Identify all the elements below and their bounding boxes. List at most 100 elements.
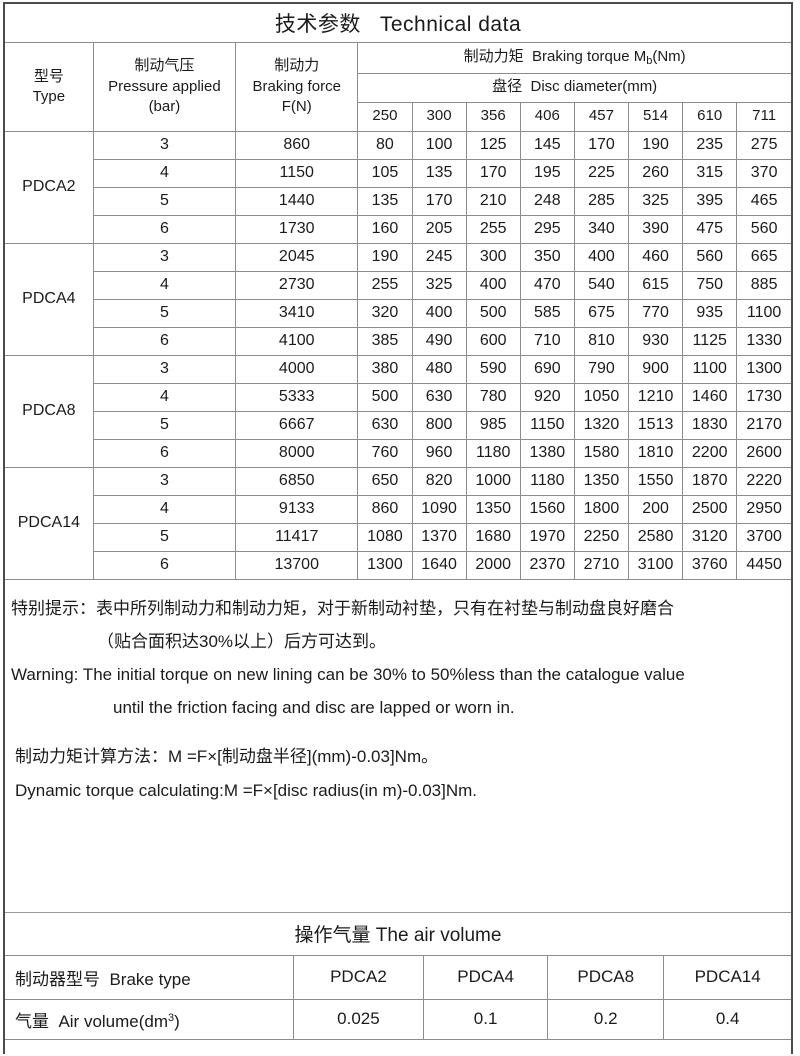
table-row: 4 1150 105 135 170 195 225 260 315 370 <box>5 158 791 188</box>
torque-cell: 1330 <box>736 326 791 356</box>
pressure-header-en: Pressure applied <box>108 77 221 95</box>
force-header: 制动力 Braking force F(N) <box>235 43 359 132</box>
pressure-cell: 6 <box>93 326 237 356</box>
torque-cell: 225 <box>573 158 630 188</box>
torque-cell: 315 <box>682 158 738 188</box>
torque-cell: 540 <box>573 270 630 300</box>
torque-cell: 560 <box>736 214 791 244</box>
torque-cell: 210 <box>465 186 521 216</box>
torque-cell: 105 <box>357 158 413 188</box>
torque-cell: 2500 <box>682 494 738 524</box>
torque-cell: 200 <box>627 494 684 524</box>
force-cell: 11417 <box>235 522 359 552</box>
torque-cell: 1210 <box>627 382 684 412</box>
force-header-zh: 制动力 <box>274 57 320 75</box>
torque-cell: 1730 <box>736 382 791 412</box>
torque-cell: 465 <box>736 186 791 216</box>
torque-cell: 3120 <box>682 522 738 552</box>
torque-cell: 170 <box>573 130 630 160</box>
table-row: 5 3410 320 400 500 585 675 770 935 1100 <box>5 298 791 328</box>
pressure-header-zh: 制动气压 <box>134 57 195 75</box>
braking-torque-header: 制动力矩 Braking torque Mb(Nm) <box>357 43 791 74</box>
torque-cell: 1680 <box>465 522 521 552</box>
torque-cell: 1080 <box>357 522 413 552</box>
torque-cell: 860 <box>357 494 413 524</box>
torque-cell: 2170 <box>736 410 791 440</box>
torque-cell: 560 <box>682 242 738 272</box>
force-cell: 2730 <box>235 270 359 300</box>
brake-type-cell: PDCA4 <box>423 954 549 1000</box>
torque-cell: 2000 <box>465 550 521 580</box>
pressure-cell: 5 <box>93 186 237 216</box>
air-volume-cell: 0.1 <box>423 998 549 1040</box>
type-header-en: Type <box>32 87 66 105</box>
torque-cell: 2200 <box>682 438 738 468</box>
table-row: 5 1440 135 170 210 248 285 325 395 465 <box>5 186 791 216</box>
pressure-cell: 6 <box>93 438 237 468</box>
type-header: 型号 Type <box>5 43 94 132</box>
pressure-cell: 5 <box>93 298 237 328</box>
pressure-header: 制动气压 Pressure applied (bar) <box>92 43 237 132</box>
torque-cell: 1870 <box>682 466 738 496</box>
torque-cell: 195 <box>519 158 575 188</box>
torque-cell: 300 <box>465 242 521 272</box>
torque-cell: 1560 <box>519 494 575 524</box>
torque-cell: 1970 <box>519 522 575 552</box>
torque-cell: 2600 <box>736 438 791 468</box>
torque-cell: 480 <box>411 354 467 384</box>
torque-cell: 900 <box>627 354 684 384</box>
pressure-cell: 4 <box>93 382 237 412</box>
torque-cell: 190 <box>627 130 684 160</box>
torque-cell: 320 <box>357 298 413 328</box>
pressure-cell: 4 <box>93 158 237 188</box>
pressure-cell: 5 <box>93 522 237 552</box>
torque-cell: 395 <box>682 186 738 216</box>
pressure-cell: 3 <box>92 466 237 496</box>
torque-cell: 100 <box>411 130 467 160</box>
air-volume-table: 制动器型号 Brake type PDCA2 PDCA4 PDCA8 PDCA1… <box>5 954 791 1040</box>
torque-cell: 750 <box>682 270 738 300</box>
torque-cell: 170 <box>411 186 467 216</box>
torque-cell: 125 <box>465 130 521 160</box>
torque-cell: 600 <box>465 326 521 356</box>
force-cell: 5333 <box>235 382 359 412</box>
torque-cell: 205 <box>411 214 467 244</box>
torque-cell: 1300 <box>357 550 413 580</box>
air-volume-cell: 0.4 <box>663 998 791 1040</box>
note-zh-line1: 特别提示：表中所列制动力和制动力矩，对于新制动衬垫，只有在衬垫与制动盘良好磨合 <box>11 598 674 618</box>
torque-cell: 255 <box>465 214 521 244</box>
air-volume-cell: 0.025 <box>292 998 425 1040</box>
torque-cell: 275 <box>736 130 791 160</box>
table-row: 制动器型号 Brake type PDCA2 PDCA4 PDCA8 PDCA1… <box>5 954 791 1000</box>
note-en-line1: Warning: The initial torque on new linin… <box>11 664 685 684</box>
section-divider <box>5 911 791 913</box>
table-row: PDCA2 3 860 80 100 125 145 170 190 235 2… <box>5 130 791 244</box>
torque-cell: 295 <box>519 214 575 244</box>
force-cell: 13700 <box>235 550 359 580</box>
torque-cell: 235 <box>682 130 738 160</box>
torque-cell: 1300 <box>736 354 791 384</box>
torque-cell: 590 <box>465 354 521 384</box>
torque-cell: 1580 <box>573 438 630 468</box>
brake-type-cell: PDCA14 <box>663 954 791 1000</box>
formula-en: Dynamic torque calculating:M =F×[disc ra… <box>15 780 477 800</box>
torque-cell: 460 <box>627 242 684 272</box>
torque-cell: 245 <box>411 242 467 272</box>
torque-cell: 400 <box>411 298 467 328</box>
force-cell: 9133 <box>235 494 359 524</box>
force-cell: 8000 <box>235 438 359 468</box>
brake-type-cell: PDCA2 <box>5 130 94 244</box>
torque-cell: 1810 <box>627 438 684 468</box>
diameter-header-cell: 300 <box>411 101 467 132</box>
brake-type-label: 制动器型号 Brake type <box>5 954 294 1000</box>
table-row: 5 11417 1080 1370 1680 1970 2250 2580 31… <box>5 522 791 552</box>
torque-cell: 1180 <box>465 438 521 468</box>
torque-cell: 1090 <box>411 494 467 524</box>
torque-cell: 820 <box>411 466 467 496</box>
torque-cell: 585 <box>519 298 575 328</box>
force-cell: 2045 <box>235 242 359 272</box>
torque-cell: 370 <box>736 158 791 188</box>
type-header-zh: 型号 <box>33 67 64 85</box>
torque-cell: 190 <box>357 242 413 272</box>
torque-cell: 760 <box>357 438 413 468</box>
